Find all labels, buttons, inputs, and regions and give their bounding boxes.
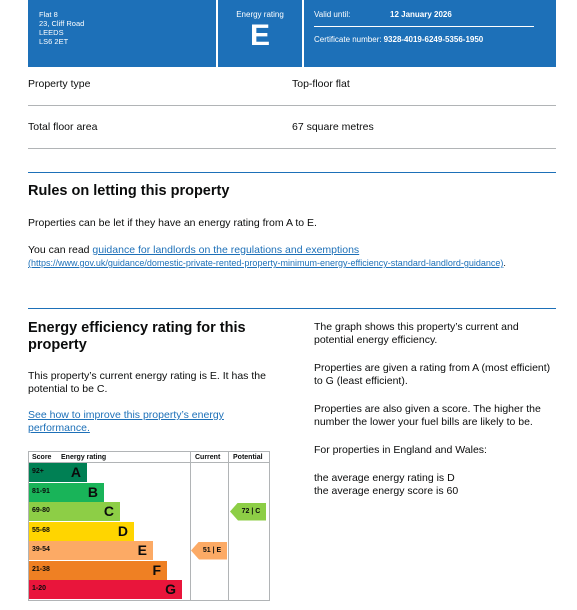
band-d: D [57,521,134,541]
header-divider [216,0,218,67]
section-divider [28,172,556,173]
band-a: A [57,463,87,482]
address-line: 23, Cliff Road [39,19,85,28]
energy-rating-letter: E [249,19,270,52]
letting-paragraph: Properties can be let if they have an en… [28,217,317,229]
guidance-prefix: You can read [28,244,93,256]
efficiency-title: Energy efficiency rating for this proper… [28,320,246,353]
band-score-range: 81-91 [29,482,57,502]
landlord-guidance-url[interactable]: (https://www.gov.uk/guidance/domestic-pr… [28,258,504,268]
band-c: C [57,502,120,521]
certificate-header: Flat 8 23, Cliff Road LEEDS LS6 2ET Ener… [28,0,556,67]
average-score: the average energy score is 60 [314,485,459,497]
section-divider [28,308,556,309]
energy-rating-chart: Score Energy rating Current Potential 92… [28,451,270,601]
band-score-range: 21-38 [29,560,57,580]
address-line: LS6 2ET [39,37,69,46]
header-divider [302,0,304,67]
efficiency-paragraph: This property’s current energy rating is… [28,370,266,395]
england-wales-heading: For properties in England and Wales: [314,444,487,456]
address-block: Flat 8 23, Cliff Road LEEDS LS6 2ET [28,0,216,67]
chart-header: Score Energy rating Current Potential [29,452,269,463]
valid-until-value: 12 January 2026 [390,10,452,19]
band-score-range: 92+ [29,463,57,482]
band-b: B [57,482,104,502]
column-divider [190,452,191,600]
band-g: G [57,580,182,599]
property-type-value: Top-floor flat [292,78,350,90]
band-score-range: 69-80 [29,502,57,521]
band-score-range: 55-68 [29,521,57,541]
rating-column-header: Energy rating [61,454,107,461]
guidance-suffix: . [503,258,506,268]
current-column-header: Current [195,454,221,461]
floor-area-label: Total floor area [28,121,98,133]
improve-paragraph: See how to improve this property’s energ… [28,409,258,435]
band-f: F [57,560,167,580]
certificate-info: Valid until: 12 January 2026 Certificate… [304,0,556,67]
current-rating-arrow: 51 | E [191,541,227,560]
floor-area-row: Total floor area 67 square metres [28,106,556,149]
energy-rating-box: Energy rating E [218,0,302,67]
column-divider [228,452,229,600]
letting-title: Rules on letting this property [28,183,230,199]
address-line: Flat 8 [39,10,58,19]
letting-guidance: You can read guidance for landlords on t… [28,244,528,270]
landlord-guidance-link[interactable]: guidance for landlords on the regulation… [92,244,360,256]
valid-until-label: Valid until: [314,10,351,19]
band-score-range: 1-20 [29,580,57,599]
potential-column-header: Potential [233,454,263,461]
improve-performance-link[interactable]: See how to improve this property’s energ… [28,409,224,434]
property-type-row: Property type Top-floor flat [28,67,556,106]
graph-explanation: The graph shows this property’s current … [314,321,519,346]
rating-explanation: Properties are given a rating from A (mo… [314,362,551,387]
certificate-number-value: 9328-4019-6249-5356-1950 [383,35,484,44]
certificate-number-label: Certificate number: [314,35,382,44]
score-explanation: Properties are also given a score. The h… [314,403,541,428]
energy-rating-label: Energy rating [236,10,284,19]
score-column-header: Score [32,454,52,461]
address-line: LEEDS [39,28,64,37]
floor-area-value: 67 square metres [292,121,374,133]
property-type-label: Property type [28,78,91,90]
band-e: E [57,541,153,560]
average-rating: the average energy rating is D [314,472,455,484]
band-score-range: 39-54 [29,541,57,560]
potential-rating-arrow: 72 | C [230,502,266,521]
